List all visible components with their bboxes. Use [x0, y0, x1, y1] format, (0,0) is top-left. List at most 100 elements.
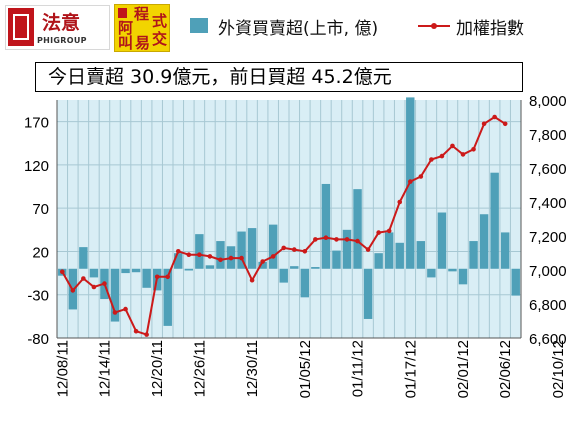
bar-net-buy: [290, 266, 299, 269]
y-left-tick-label: -80: [27, 331, 49, 348]
index-point: [270, 254, 276, 259]
y-left-tick-label: -30: [27, 288, 49, 305]
index-point: [186, 252, 192, 257]
bar-net-buy: [205, 265, 215, 269]
index-point: [429, 157, 434, 162]
index-point: [207, 254, 213, 259]
bar-net-buy: [121, 268, 130, 274]
bar-net-buy: [321, 183, 331, 269]
index-point: [460, 152, 466, 157]
bar-net-buy: [163, 268, 172, 326]
x-tick-label: 12/30/11: [244, 340, 261, 397]
logo2-char-3: 阿: [118, 19, 134, 37]
phigroup-logo: 法意 PHIGROUP: [5, 5, 110, 50]
logo2-char-4: 交: [152, 30, 168, 48]
x-tick-label: 02/06/12: [497, 340, 514, 398]
index-point: [418, 174, 424, 179]
program-trading-logo: 程 式 阿 交 叫 易: [114, 4, 170, 52]
bar-net-buy: [279, 268, 288, 283]
y-left-tick-label: 20: [32, 244, 49, 261]
logo2-char-5: 叫: [118, 34, 134, 52]
bar-net-buy: [332, 250, 341, 269]
x-tick-label: 01/17/12: [402, 340, 419, 398]
bar-net-buy: [311, 267, 320, 269]
bar-net-buy: [384, 232, 394, 269]
index-point: [323, 235, 329, 240]
x-tick-label: 12/20/11: [149, 340, 166, 397]
bar-net-buy: [458, 268, 468, 285]
bar-net-buy: [184, 268, 194, 271]
logo2-char-6: 易: [135, 34, 151, 52]
y-left-tick-label: 170: [24, 115, 49, 132]
y-left-tick-label: 120: [24, 158, 49, 175]
bar-net-buy: [195, 234, 204, 269]
legend-line-icon: [418, 23, 450, 29]
bar-net-buy: [174, 253, 183, 269]
y-right-tick-label: 6,600: [529, 331, 567, 348]
index-point: [302, 249, 308, 254]
index-point: [376, 230, 381, 235]
index-point: [123, 306, 128, 312]
index-point: [165, 274, 171, 280]
bar-net-buy: [216, 241, 225, 269]
bar-net-buy: [427, 268, 436, 278]
index-point: [59, 269, 65, 275]
index-point: [334, 237, 339, 242]
legend-bar-label: 外資買賣超(上市, 億): [218, 19, 379, 39]
index-point: [154, 274, 160, 280]
index-point: [450, 143, 455, 149]
index-point: [260, 259, 265, 264]
bar-net-buy: [79, 247, 88, 269]
bar-net-buy: [237, 231, 246, 269]
index-point: [70, 288, 76, 293]
x-tick-label: 01/11/12: [350, 340, 367, 397]
index-point: [344, 237, 350, 242]
index-point: [365, 247, 371, 252]
x-tick-label: 02/01/12: [455, 340, 472, 398]
logo-seal-icon: [8, 8, 34, 46]
index-point: [355, 238, 360, 244]
x-tick-label: 12/08/11: [54, 340, 71, 397]
headline-summary: 今日賣超 30.9億元，前日買超 45.2億元: [35, 62, 523, 92]
x-tick-label: 12/14/11: [96, 340, 113, 397]
bar-net-buy: [142, 268, 151, 288]
x-tick-label: 01/05/12: [297, 340, 314, 398]
index-point: [175, 249, 181, 254]
bar-net-buy: [416, 241, 426, 269]
legend-bar-swatch: [190, 18, 208, 33]
index-point: [197, 252, 202, 257]
index-point: [439, 153, 445, 159]
x-tick-label: 02/10/12: [550, 340, 567, 398]
index-point: [407, 179, 413, 184]
bar-net-buy: [268, 224, 278, 269]
index-point: [492, 114, 497, 120]
y-left-tick-label: 70: [32, 201, 49, 218]
bar-net-buy: [374, 253, 383, 269]
index-point: [133, 328, 139, 334]
index-point: [218, 257, 223, 263]
legend-line-label: 加權指數: [456, 19, 524, 39]
bar-net-buy: [448, 268, 457, 272]
logo-brand-sub: PHIGROUP: [37, 36, 87, 45]
bar-net-buy: [342, 229, 352, 269]
index-point: [81, 276, 86, 281]
bar-net-buy: [490, 172, 499, 269]
index-point: [386, 228, 392, 234]
index-point: [471, 147, 476, 152]
index-point: [228, 255, 234, 261]
y-right-tick-label: 7,200: [529, 229, 567, 246]
y-right-tick-label: 7,600: [529, 161, 567, 178]
bar-net-buy: [258, 261, 267, 269]
bar-net-buy: [89, 268, 99, 278]
logo2-char-1: 程: [134, 5, 150, 23]
y-right-tick-label: 7,000: [529, 263, 567, 280]
bar-net-buy: [500, 232, 510, 269]
index-point: [397, 199, 403, 205]
index-point: [313, 237, 318, 242]
index-point: [144, 332, 149, 337]
bar-net-buy: [363, 268, 373, 319]
index-point: [102, 281, 107, 286]
bar-net-buy: [247, 228, 257, 269]
index-point: [291, 247, 297, 252]
y-right-tick-label: 7,800: [529, 127, 567, 144]
